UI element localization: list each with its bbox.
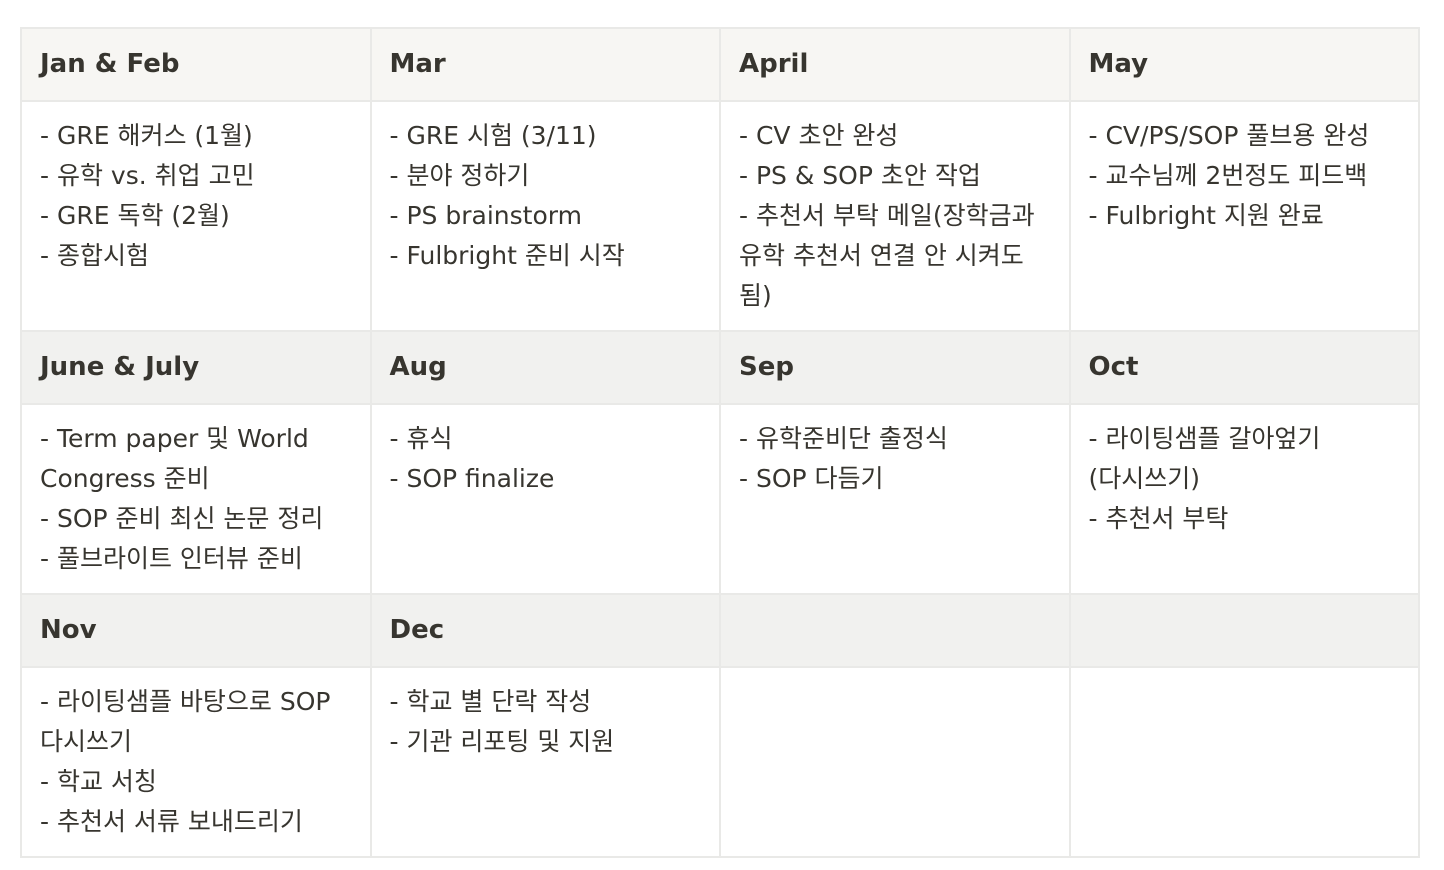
table-cell[interactable]: - 라이팅샘플 바탕으로 SOP 다시쓰기 - 학교 서칭 - 추천서 서류 보…: [20, 666, 372, 858]
table-row: - 라이팅샘플 바탕으로 SOP 다시쓰기 - 학교 서칭 - 추천서 서류 보…: [20, 666, 1420, 858]
task-item: - SOP finalize: [389, 464, 555, 493]
header-cell[interactable]: Dec: [369, 593, 721, 668]
table-cell-empty[interactable]: [1068, 666, 1420, 858]
task-item: - 추천서 서류 보내드리기: [40, 807, 303, 836]
task-item: - CV 초안 완성: [739, 121, 899, 150]
task-item: - 유학 vs. 취업 고민: [40, 161, 255, 190]
task-item: - 라이팅샘플 바탕으로 SOP 다시쓰기: [40, 687, 331, 756]
schedule-table-wrapper: Jan & Feb Mar April May - GRE 해커스 (1월) -…: [20, 27, 1420, 858]
task-item: - 종합시험: [40, 241, 149, 270]
task-item: - GRE 해커스 (1월): [40, 121, 253, 150]
task-item: - SOP 준비 최신 논문 정리: [40, 504, 324, 533]
table-cell[interactable]: - CV 초안 완성 - PS & SOP 초안 작업 - 추천서 부탁 메일(…: [719, 100, 1071, 332]
header-cell[interactable]: Aug: [369, 330, 721, 405]
task-item: - PS & SOP 초안 작업: [739, 161, 981, 190]
header-cell[interactable]: Jan & Feb: [20, 27, 372, 102]
table-row: - GRE 해커스 (1월) - 유학 vs. 취업 고민 - GRE 독학 (…: [20, 100, 1420, 332]
task-item: - 풀브라이트 인터뷰 준비: [40, 544, 303, 573]
task-item: - SOP 다듬기: [739, 464, 884, 493]
table-cell[interactable]: - Term paper 및 World Congress 준비 - SOP 준…: [20, 403, 372, 595]
task-item: - Term paper 및 World Congress 준비: [40, 424, 309, 493]
header-cell[interactable]: Nov: [20, 593, 372, 668]
header-cell[interactable]: May: [1068, 27, 1420, 102]
task-item: - 분야 정하기: [389, 161, 530, 190]
task-item: - 추천서 부탁: [1088, 504, 1229, 533]
task-item: - 학교 서칭: [40, 767, 157, 796]
header-cell[interactable]: June & July: [20, 330, 372, 405]
task-item: - 학교 별 단락 작성: [389, 687, 592, 716]
table-header-row: June & July Aug Sep Oct: [20, 330, 1420, 405]
task-item: - 추천서 부탁 메일(장학금과 유학 추천서 연결 안 시켜도 됨): [739, 201, 1035, 310]
header-cell[interactable]: Sep: [719, 330, 1071, 405]
task-item: - 교수님께 2번정도 피드백: [1088, 161, 1368, 190]
task-item: - 휴식: [389, 424, 453, 453]
task-item: - GRE 독학 (2월): [40, 201, 230, 230]
header-cell[interactable]: Oct: [1068, 330, 1420, 405]
task-item: - Fulbright 지원 완료: [1088, 201, 1324, 230]
task-item: - GRE 시험 (3/11): [389, 121, 597, 150]
task-item: - PS brainstorm: [389, 201, 582, 230]
table-cell[interactable]: - 유학준비단 출정식 - SOP 다듬기: [719, 403, 1071, 595]
table-cell[interactable]: - GRE 해커스 (1월) - 유학 vs. 취업 고민 - GRE 독학 (…: [20, 100, 372, 332]
table-row: - Term paper 및 World Congress 준비 - SOP 준…: [20, 403, 1420, 595]
task-item: - 기관 리포팅 및 지원: [389, 727, 615, 756]
table-cell[interactable]: - GRE 시험 (3/11) - 분야 정하기 - PS brainstorm…: [369, 100, 721, 332]
header-cell[interactable]: Mar: [369, 27, 721, 102]
header-cell[interactable]: April: [719, 27, 1071, 102]
header-cell-empty[interactable]: [719, 593, 1071, 668]
table-header-row: Nov Dec: [20, 593, 1420, 668]
header-cell-empty[interactable]: [1068, 593, 1420, 668]
task-item: - CV/PS/SOP 풀브용 완성: [1088, 121, 1370, 150]
table-cell[interactable]: - 휴식 - SOP finalize: [369, 403, 721, 595]
table-cell[interactable]: - CV/PS/SOP 풀브용 완성 - 교수님께 2번정도 피드백 - Ful…: [1068, 100, 1420, 332]
table-cell-empty[interactable]: [719, 666, 1071, 858]
table-cell[interactable]: - 학교 별 단락 작성 - 기관 리포팅 및 지원: [369, 666, 721, 858]
task-item: - 유학준비단 출정식: [739, 424, 948, 453]
table-cell[interactable]: - 라이팅샘플 갈아엎기 (다시쓰기) - 추천서 부탁: [1068, 403, 1420, 595]
table-header-row: Jan & Feb Mar April May: [20, 27, 1420, 102]
task-item: - Fulbright 준비 시작: [389, 241, 625, 270]
task-item: - 라이팅샘플 갈아엎기 (다시쓰기): [1088, 424, 1321, 493]
schedule-table: Jan & Feb Mar April May - GRE 해커스 (1월) -…: [20, 27, 1420, 858]
